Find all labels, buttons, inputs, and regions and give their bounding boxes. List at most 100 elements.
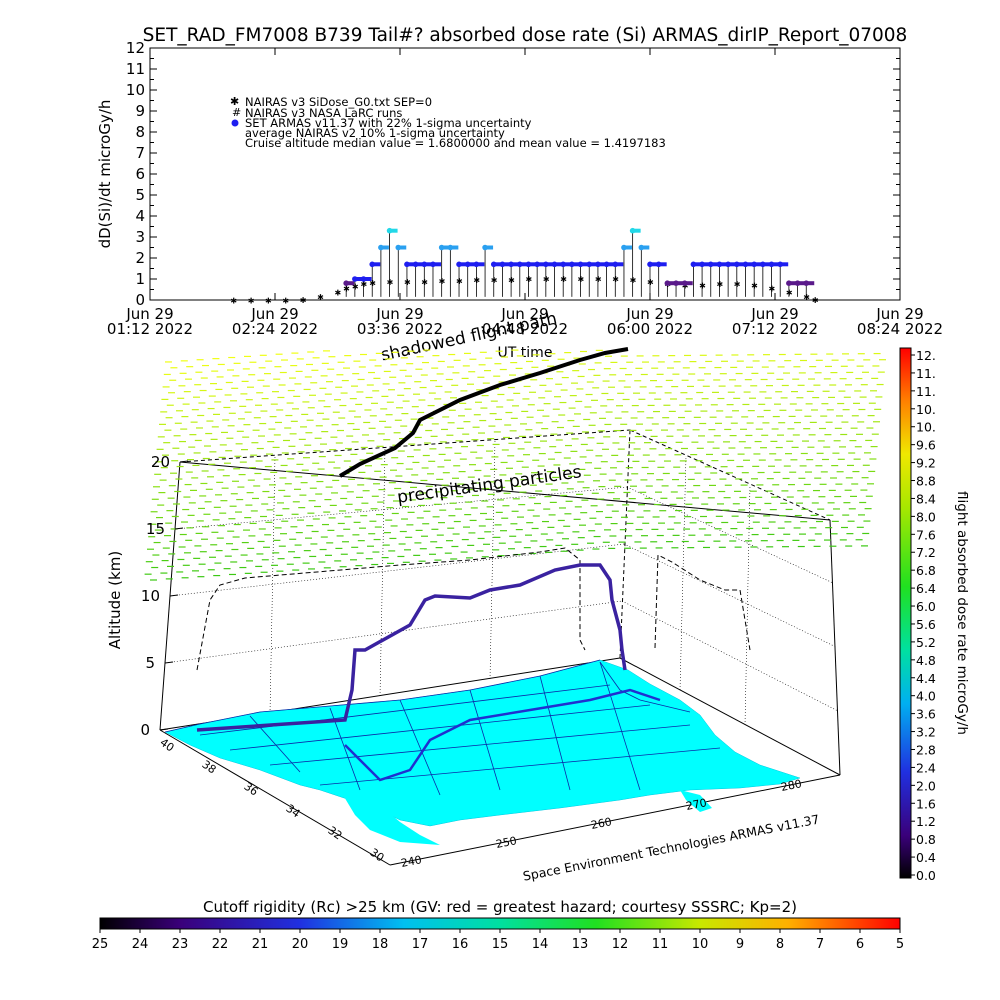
armas-point <box>543 261 549 268</box>
state-border <box>539 675 571 791</box>
rigidity-colorbar-tick-label: 20 <box>292 937 309 952</box>
x-tick-label: Jun 29 <box>250 305 298 323</box>
armas-point <box>490 261 497 268</box>
z-tick <box>164 661 174 664</box>
dose-colorbar-tick-label: 9.6 <box>916 438 936 453</box>
legend-symbol-nairas-sidose: ✱ <box>230 95 239 108</box>
floor-front-edge <box>389 774 841 866</box>
x-tick-label: Jun 29 <box>375 305 423 323</box>
nairas-point: ✱ <box>612 275 619 284</box>
armas-point <box>473 261 480 268</box>
z-tick <box>159 728 169 731</box>
grid-line <box>621 600 839 712</box>
nairas-point: ✱ <box>248 297 255 306</box>
nairas-point: ✱ <box>734 280 741 289</box>
armas-point <box>404 261 410 268</box>
armas-point <box>734 261 740 268</box>
legend: ✱ NAIRAS v3 SiDose_G0.txt SEP=0 # NAIRAS… <box>230 95 666 150</box>
dose-colorbar-tick-label: 11. <box>916 384 936 399</box>
nairas-point: ✱ <box>769 284 776 293</box>
armas-point <box>421 261 428 268</box>
x-tick-label: Jun 29 <box>875 305 923 323</box>
y-tick-label: 0 <box>135 291 145 309</box>
nairas-point: ✱ <box>647 278 654 287</box>
dose-colorbar-gradient <box>899 347 912 879</box>
dose-rate-timeseries-panel: SET_RAD_FM7008 B739 Tail#? absorbed dose… <box>96 25 943 366</box>
precipitating-particles-label: precipitating particles <box>396 462 583 508</box>
grid-line <box>626 486 834 584</box>
x-tick-label: Jun 29 <box>500 305 548 323</box>
nairas-point: ✱ <box>812 296 819 305</box>
chart-title: SET_RAD_FM7008 B739 Tail#? absorbed dose… <box>143 25 908 46</box>
floor-left-edge <box>159 729 391 866</box>
state-border <box>469 689 501 791</box>
rigidity-colorbar-tick-label: 21 <box>252 937 269 952</box>
armas-point <box>534 261 540 268</box>
nairas-point: ✱ <box>317 293 324 302</box>
dose-colorbar-label: flight absorbed dose rate microGy/h <box>954 491 970 735</box>
armas-point <box>456 261 462 268</box>
rigidity-colorbar-tick-label: 17 <box>412 937 429 952</box>
rigidity-colorbar-ticks: 25 24 23 22 21 20 19 18 17 16 15 14 13 12 11 10 9 8 7 6 5 <box>92 929 904 952</box>
x-tick-label: Jun 29 <box>125 305 173 323</box>
state-border <box>269 724 691 766</box>
nairas-point: ✱ <box>786 289 793 298</box>
longitude-ticks: 240 250 260 270 280 <box>400 777 803 870</box>
map-surface <box>164 659 801 845</box>
armas-point <box>760 261 766 268</box>
plot-frame <box>149 47 901 301</box>
nairas-point: ✱ <box>300 296 307 305</box>
dose-colorbar-tick-label: 6.0 <box>916 599 936 614</box>
flight-track-line <box>196 563 627 732</box>
nairas-point: ✱ <box>361 280 368 289</box>
grid-line <box>169 543 625 597</box>
floor-right-edge <box>619 657 841 776</box>
rigidity-colorbar-tick-label: 7 <box>816 937 824 952</box>
dose-colorbar: 12. 11. 11. 10. 10. 9.6 9.2 8.8 8.4 8.0 7.6 7.2 6.8 6… <box>899 347 970 883</box>
rigidity-colorbar-tick-label: 10 <box>692 937 709 952</box>
rigidity-colorbar-tick-label: 18 <box>372 937 389 952</box>
grid-line <box>164 600 623 664</box>
nairas-point: ✱ <box>404 278 411 287</box>
armas-point <box>586 261 593 268</box>
rigidity-colorbar-tick-label: 9 <box>736 937 744 952</box>
nairas-point: ✱ <box>491 276 498 285</box>
x-tick-label: 03:36 2022 <box>357 320 443 338</box>
ground-track-line <box>344 688 661 782</box>
x-tick-label: 01:12 2022 <box>107 320 193 338</box>
wall-grid <box>164 439 839 726</box>
dose-colorbar-tick-label: 8.4 <box>916 491 936 506</box>
nairas-point: ✱ <box>387 278 394 287</box>
shadowed-flight-path-line <box>338 347 629 478</box>
armas-point <box>516 261 523 268</box>
legend-nairas-v2: average NAIRAS v2 10% 1-sigma uncertaint… <box>245 126 505 140</box>
y-tick-label: 1 <box>135 270 145 288</box>
nairas-point: ✱ <box>699 281 706 290</box>
armas-point <box>638 244 645 251</box>
y-tick-label: 3 <box>135 228 145 246</box>
rigidity-colorbar-tick-label: 15 <box>492 937 509 952</box>
dose-colorbar-tick-label: 11. <box>916 366 936 381</box>
y-tick-label: 2 <box>135 249 145 267</box>
armas-point <box>681 280 688 287</box>
latitude-tick-label: 38 <box>200 758 219 777</box>
armas-point <box>352 276 358 282</box>
nairas-point: ✱ <box>543 275 550 284</box>
grid-line <box>623 543 837 648</box>
altitude-tick-label: 15 <box>146 520 165 538</box>
dose-colorbar-tick-label: 8.8 <box>916 474 936 489</box>
y-axis-label: dD(Si)/dt microGy/h <box>96 100 114 249</box>
dose-colorbar-tick-label: 0.4 <box>916 850 936 865</box>
dose-colorbar-tick-label: 1.6 <box>916 796 936 811</box>
latitude-tick-label: 40 <box>158 736 177 755</box>
armas-point <box>603 261 610 268</box>
armas-point <box>438 244 445 251</box>
dose-colorbar-tick-label: 2.4 <box>916 760 936 775</box>
longitude-tick-label: 270 <box>685 796 708 813</box>
rigidity-colorbar-tick-label: 5 <box>896 937 904 952</box>
rigidity-colorbar-tick-label: 19 <box>332 937 349 952</box>
y-tick-label: 6 <box>135 165 145 183</box>
altitude-tick-label: 0 <box>140 721 150 739</box>
